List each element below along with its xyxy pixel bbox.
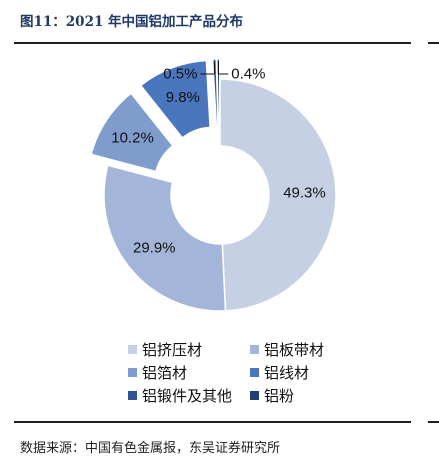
data-label-4: 0.5% [163, 66, 197, 83]
legend-item-3: 铝线材 [250, 364, 368, 382]
top-rule [14, 42, 411, 44]
legend-item-5: 铝粉 [250, 387, 368, 405]
legend-swatch-2 [128, 368, 137, 377]
legend-label-3: 铝线材 [264, 364, 310, 382]
legend-swatch-4 [128, 391, 137, 400]
legend-swatch-1 [250, 345, 259, 354]
chart-legend: 铝挤压材 铝板带材铝箔材 铝线材铝锻件及其他 铝粉 [128, 341, 368, 405]
data-label-1: 29.9% [133, 240, 176, 257]
slice-1 [103, 164, 227, 312]
legend-swatch-5 [250, 391, 259, 400]
figure-title: 图11：2021 年中国铝加工产品分布 [20, 14, 244, 30]
legend-label-4: 铝锻件及其他 [142, 387, 233, 405]
data-source-note: 数据来源：中国有色金属报，东吴证券研究所 [20, 441, 281, 456]
data-label-0: 49.3% [283, 185, 326, 202]
bottom-rule [14, 421, 411, 423]
legend-swatch-3 [250, 368, 259, 377]
legend-label-2: 铝箔材 [142, 364, 188, 382]
legend-label-0: 铝挤压材 [142, 341, 203, 359]
data-label-5: 0.4% [231, 66, 265, 83]
bottom-rule-tick [428, 421, 439, 423]
labels-group: 49.3% 29.9% 10.2% 9.8% 0.5% 0.4% [111, 62, 326, 257]
donut-chart: 49.3% 29.9% 10.2% 9.8% 0.5% 0.4% [90, 58, 337, 312]
data-label-3: 9.8% [166, 89, 200, 106]
legend-swatch-0 [128, 345, 137, 354]
slice-0 [219, 78, 337, 312]
slice-3 [139, 59, 211, 140]
legend-item-4: 铝锻件及其他 [128, 387, 250, 405]
slice-2 [90, 92, 174, 173]
data-label-2: 10.2% [111, 129, 154, 146]
legend-label-5: 铝粉 [264, 387, 295, 405]
top-rule-tick [428, 42, 439, 44]
legend-item-0: 铝挤压材 [128, 341, 250, 359]
slices-group [90, 58, 337, 312]
legend-item-1: 铝板带材 [250, 341, 368, 359]
legend-item-2: 铝箔材 [128, 364, 250, 382]
slice-5 [216, 58, 221, 127]
legend-label-1: 铝板带材 [264, 341, 325, 359]
